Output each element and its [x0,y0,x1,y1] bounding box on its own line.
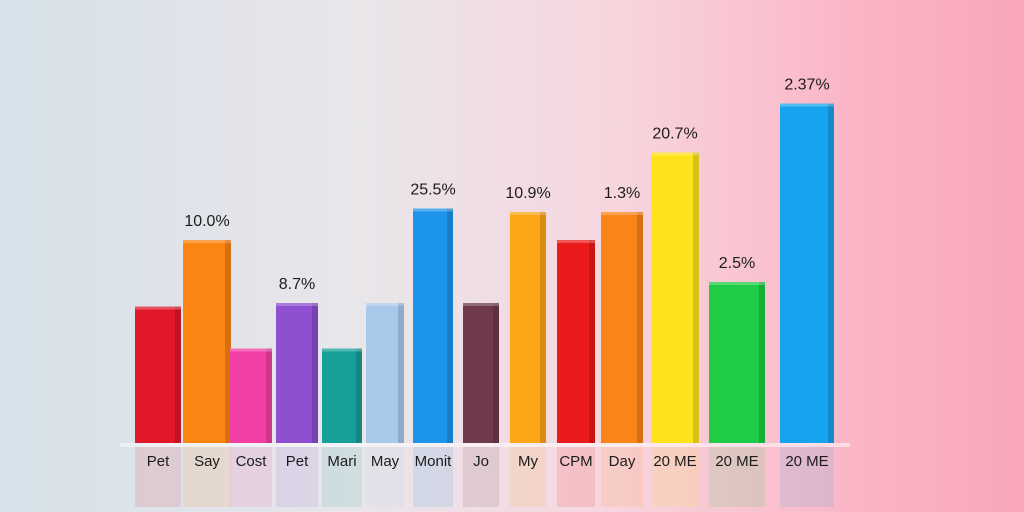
bar [557,240,595,443]
bar-top [463,303,499,306]
bar-reflection [601,447,643,507]
bar-label: 1.3% [604,185,640,202]
bar [510,212,546,443]
bar [601,212,643,443]
bar-side [356,348,362,443]
bar-reflection [276,447,318,507]
bar-reflection [651,447,699,507]
bar-reflection [366,447,404,507]
x-tick-label: Cost [236,453,268,470]
x-tick-label: CPM [559,453,592,470]
bar-label: 2.5% [719,255,755,272]
bar [366,303,404,443]
bar-side [225,240,231,443]
bar-label: 10.9% [505,185,550,202]
bar-top [780,103,834,107]
bar-reflection [135,447,181,507]
x-tick-label: Pet [286,453,309,470]
bar-top [230,348,272,352]
bar-side [540,212,546,443]
x-tick-label: 20 ME [715,453,758,470]
bar-reflection [510,447,546,507]
x-tick-label: Pet [147,453,170,470]
bar [709,282,765,443]
bar [322,348,362,443]
bar-reflection [463,447,499,507]
bar-side [589,240,595,443]
bar [780,103,834,443]
bar-top [651,152,699,156]
bar-label: 10.0% [184,213,229,230]
bar-side [493,303,499,443]
x-tick-label: May [371,453,400,470]
x-tick-label: Say [194,453,220,470]
x-tick-label: Jo [473,453,489,470]
bar-top [413,208,453,212]
bar [276,303,318,443]
bar-reflection [780,447,834,507]
x-tick-label: Mari [327,453,356,470]
bar-reflection [230,447,272,507]
bar-top [276,303,318,306]
bar-side [266,348,272,443]
bar [230,348,272,443]
bar-reflection [557,447,595,507]
bar-side [398,303,404,443]
bar [413,208,453,443]
bar-side [312,303,318,443]
bar-top [183,240,231,243]
x-tick-label: Monit [415,453,453,470]
x-tick-label: 20 ME [653,453,696,470]
x-tick-label: Day [609,453,636,470]
bar-top [709,282,765,285]
bar-top [557,240,595,243]
bar-side [175,306,181,443]
bar-top [135,306,181,310]
bar-reflection [413,447,453,507]
bar [183,240,231,443]
bar-side [693,152,699,443]
bar-side [828,103,834,443]
bar [135,306,181,443]
x-tick-label: My [518,453,538,470]
bar-reflection [322,447,362,507]
bar-side [637,212,643,443]
bar-side [759,282,765,443]
bar [651,152,699,443]
floor [120,443,850,447]
bar-label: 2.37% [784,77,829,94]
bar-top [322,348,362,352]
bar-side [447,208,453,443]
bar-top [510,212,546,215]
bar-top [601,212,643,215]
bar [463,303,499,443]
bar-reflection [183,447,231,507]
bar-label: 25.5% [410,182,455,199]
bar-label: 20.7% [652,126,697,143]
bar-top [366,303,404,306]
bar-reflection [709,447,765,507]
bar-label: 8.7% [279,276,315,293]
x-tick-label: 20 ME [785,453,828,470]
